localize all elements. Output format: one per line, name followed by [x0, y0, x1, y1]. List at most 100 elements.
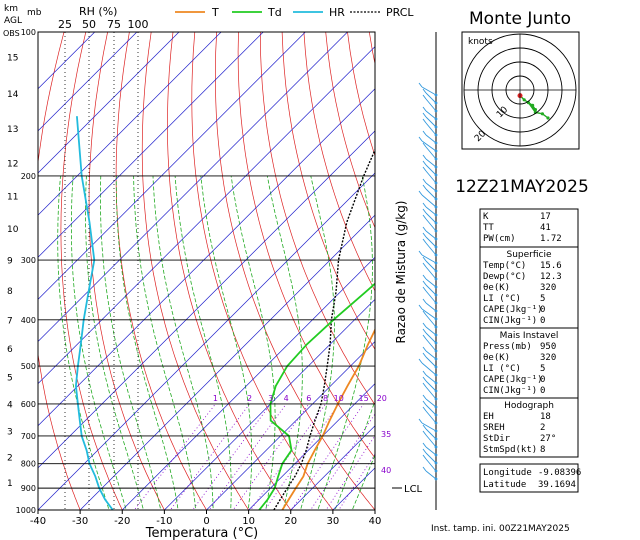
stat-label: CIN(Jkg⁻¹) — [483, 386, 537, 396]
dry-adiabat — [38, 32, 81, 510]
stat-value: 12.3 — [540, 272, 562, 282]
wind-barb — [422, 442, 438, 457]
x-tick-label: -40 — [30, 516, 46, 527]
height-tick-label: 4 — [7, 401, 13, 411]
wind-barb — [422, 346, 438, 361]
wind-barb — [422, 466, 438, 481]
moist-adiabat — [70, 175, 127, 510]
wind-barb — [422, 160, 438, 177]
mixing-ratio-label: 1 — [213, 394, 218, 403]
rh-label: RH (%) — [79, 5, 117, 18]
mixing-ratio-label: 3 — [268, 394, 273, 403]
isotherm — [122, 256, 375, 510]
height-tick-label: 15 — [7, 53, 18, 63]
wind-barb — [422, 94, 438, 113]
height-tick-label: 7 — [7, 316, 13, 326]
mixing-ratio-label: 10 — [334, 394, 344, 403]
hodograph-units: knots — [468, 37, 493, 47]
wind-barb — [422, 118, 438, 137]
x-tick-label: 0 — [203, 516, 209, 527]
mixing-ratio-line — [169, 403, 250, 510]
stat-label: LI (°C) — [483, 294, 521, 304]
series — [74, 116, 375, 510]
stat-value: 8 — [540, 445, 545, 455]
isotherm — [38, 130, 375, 469]
stat-value: 950 — [540, 342, 556, 352]
dry-adiabat — [303, 32, 375, 292]
isotherm — [164, 298, 375, 510]
pressure-tick-label: 100 — [21, 28, 36, 37]
moist-adiabats — [57, 175, 375, 510]
stat-label: StDir — [483, 434, 511, 444]
x-tick-label: 40 — [369, 516, 382, 527]
x-tick-label: 30 — [327, 516, 340, 527]
stat-label: CAPE(Jkg⁻¹) — [483, 305, 543, 315]
height-tick-label: 3 — [7, 427, 13, 437]
wind-barb — [422, 406, 438, 425]
x-tick-label: 20 — [284, 516, 297, 527]
mixing-ratio-line — [192, 403, 271, 510]
legend-item-prcl: PRCL — [350, 6, 414, 19]
wind-barb — [422, 280, 438, 297]
hodo-point — [531, 103, 535, 107]
mixing-ratio-line — [338, 453, 375, 510]
dry-adiabat — [587, 32, 640, 520]
wind-barb — [422, 322, 438, 337]
wind-barb — [422, 106, 438, 121]
stat-value: 1.72 — [540, 234, 562, 244]
stat-value: 5 — [540, 364, 545, 374]
moist-adiabat — [351, 453, 375, 510]
hodo-point — [546, 116, 550, 120]
isotherm — [79, 214, 375, 510]
wind-barb — [422, 370, 438, 385]
stat-value: 15.6 — [540, 261, 562, 271]
stat-label: Press(mb) — [483, 342, 532, 352]
wind-barb — [422, 400, 438, 417]
x-tick-label: 10 — [242, 516, 255, 527]
isotherm — [38, 32, 222, 216]
isotherm — [38, 32, 180, 174]
pressure-tick-label: 300 — [21, 256, 36, 265]
isotherm — [38, 32, 138, 132]
legend-label-td: Td — [267, 6, 282, 19]
x-tick-label: -20 — [114, 516, 130, 527]
height-tick-label: 2 — [7, 454, 13, 464]
stat-value: 17 — [540, 212, 551, 222]
isotherm — [38, 172, 375, 510]
dry-adiabat — [609, 32, 640, 520]
stat-label: CAPE(Jkg⁻¹) — [483, 375, 543, 385]
isotherm — [38, 32, 306, 300]
stat-label: Dewp(°C) — [483, 272, 526, 282]
wind-barb — [418, 358, 438, 377]
wind-barb — [422, 142, 438, 161]
pressure-tick-label: 700 — [21, 432, 36, 441]
dry-adiabat — [631, 32, 640, 520]
stat-value: 18 — [540, 412, 551, 422]
dry-adiabat — [167, 32, 292, 510]
rh-tick-label: 75 — [107, 18, 121, 31]
isotherm — [206, 341, 375, 510]
isotherm — [248, 383, 375, 510]
moist-adiabat — [334, 399, 375, 510]
wind-barb — [422, 226, 438, 241]
km-label: km — [4, 4, 18, 14]
pressure-tick-label: 1000 — [16, 506, 36, 515]
wind-barb — [422, 382, 438, 401]
isotherm — [38, 46, 375, 385]
pressure-tick-label: 800 — [21, 460, 36, 469]
moist-adiabat — [174, 175, 232, 510]
stat-label: TT — [483, 223, 494, 233]
wind-barb — [422, 430, 438, 449]
wind-barb — [418, 82, 438, 97]
wind-barb — [422, 352, 438, 369]
dewpoint-line — [258, 282, 375, 510]
location-box: Longitude -9.08396 Latitude 39.1694 — [479, 463, 581, 493]
stat-label: PW(cm) — [483, 234, 516, 244]
rh-ticks: 25 50 75 100 — [58, 18, 149, 31]
mixing-ratio-label: 4 — [284, 394, 289, 403]
legend: T Td HR PRCL — [175, 6, 414, 19]
wind-barb — [422, 394, 438, 409]
moist-adiabat — [266, 175, 303, 510]
isotherm — [38, 32, 348, 342]
